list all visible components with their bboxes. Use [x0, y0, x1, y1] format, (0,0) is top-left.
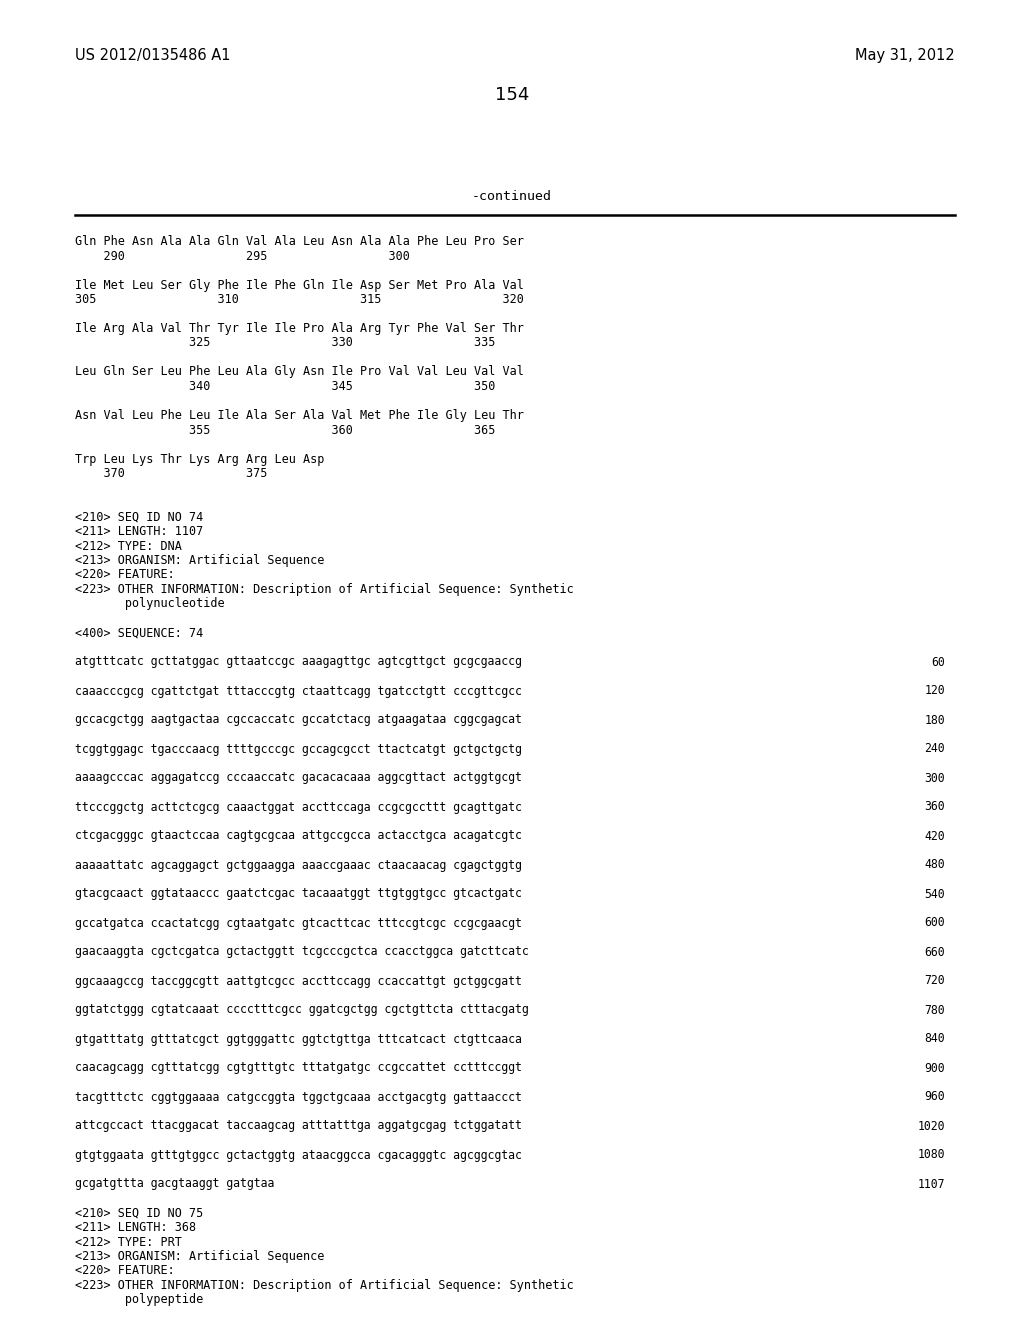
Text: 720: 720 — [925, 974, 945, 987]
Text: <212> TYPE: PRT: <212> TYPE: PRT — [75, 1236, 182, 1249]
Text: gccatgatca ccactatcgg cgtaatgatc gtcacttcac tttccgtcgc ccgcgaacgt: gccatgatca ccactatcgg cgtaatgatc gtcactt… — [75, 916, 522, 929]
Text: 300: 300 — [925, 771, 945, 784]
Text: <213> ORGANISM: Artificial Sequence: <213> ORGANISM: Artificial Sequence — [75, 554, 325, 568]
Text: 900: 900 — [925, 1061, 945, 1074]
Text: 290                 295                 300: 290 295 300 — [75, 249, 410, 263]
Text: <210> SEQ ID NO 74: <210> SEQ ID NO 74 — [75, 511, 203, 524]
Text: 1080: 1080 — [918, 1148, 945, 1162]
Text: 360: 360 — [925, 800, 945, 813]
Text: 305                 310                 315                 320: 305 310 315 320 — [75, 293, 524, 306]
Text: atgtttcatc gcttatggac gttaatccgc aaagagttgc agtcgttgct gcgcgaaccg: atgtttcatc gcttatggac gttaatccgc aaagagt… — [75, 656, 522, 668]
Text: 960: 960 — [925, 1090, 945, 1104]
Text: 180: 180 — [925, 714, 945, 726]
Text: 154: 154 — [495, 86, 529, 104]
Text: <211> LENGTH: 1107: <211> LENGTH: 1107 — [75, 525, 203, 539]
Text: gccacgctgg aagtgactaa cgccaccatc gccatctacg atgaagataa cggcgagcat: gccacgctgg aagtgactaa cgccaccatc gccatct… — [75, 714, 522, 726]
Text: <210> SEQ ID NO 75: <210> SEQ ID NO 75 — [75, 1206, 203, 1220]
Text: <211> LENGTH: 368: <211> LENGTH: 368 — [75, 1221, 197, 1234]
Text: caacagcagg cgtttatcgg cgtgtttgtc tttatgatgc ccgccattet cctttccggt: caacagcagg cgtttatcgg cgtgtttgtc tttatga… — [75, 1061, 522, 1074]
Text: <212> TYPE: DNA: <212> TYPE: DNA — [75, 540, 182, 553]
Text: May 31, 2012: May 31, 2012 — [855, 48, 955, 63]
Text: Asn Val Leu Phe Leu Ile Ala Ser Ala Val Met Phe Ile Gly Leu Thr: Asn Val Leu Phe Leu Ile Ala Ser Ala Val … — [75, 409, 524, 422]
Text: gaacaaggta cgctcgatca gctactggtt tcgcccgctca ccacctggca gatcttcatc: gaacaaggta cgctcgatca gctactggtt tcgcccg… — [75, 945, 528, 958]
Text: gtacgcaact ggtataaccc gaatctcgac tacaaatggt ttgtggtgcc gtcactgatc: gtacgcaact ggtataaccc gaatctcgac tacaaat… — [75, 887, 522, 900]
Text: 840: 840 — [925, 1032, 945, 1045]
Text: <213> ORGANISM: Artificial Sequence: <213> ORGANISM: Artificial Sequence — [75, 1250, 325, 1263]
Text: US 2012/0135486 A1: US 2012/0135486 A1 — [75, 48, 230, 63]
Text: 370                 375: 370 375 — [75, 467, 267, 480]
Text: Leu Gln Ser Leu Phe Leu Ala Gly Asn Ile Pro Val Val Leu Val Val: Leu Gln Ser Leu Phe Leu Ala Gly Asn Ile … — [75, 366, 524, 379]
Text: gtgtggaata gtttgtggcc gctactggtg ataacggcca cgacagggtc agcggcgtac: gtgtggaata gtttgtggcc gctactggtg ataacgg… — [75, 1148, 522, 1162]
Text: 325                 330                 335: 325 330 335 — [75, 337, 496, 350]
Text: caaacccgcg cgattctgat tttacccgtg ctaattcagg tgatcctgtt cccgttcgcc: caaacccgcg cgattctgat tttacccgtg ctaattc… — [75, 685, 522, 697]
Text: <223> OTHER INFORMATION: Description of Artificial Sequence: Synthetic: <223> OTHER INFORMATION: Description of … — [75, 583, 573, 597]
Text: <220> FEATURE:: <220> FEATURE: — [75, 1265, 175, 1278]
Text: 340                 345                 350: 340 345 350 — [75, 380, 496, 393]
Text: <223> OTHER INFORMATION: Description of Artificial Sequence: Synthetic: <223> OTHER INFORMATION: Description of … — [75, 1279, 573, 1292]
Text: Ile Met Leu Ser Gly Phe Ile Phe Gln Ile Asp Ser Met Pro Ala Val: Ile Met Leu Ser Gly Phe Ile Phe Gln Ile … — [75, 279, 524, 292]
Text: ctcgacgggc gtaactccaa cagtgcgcaa attgccgcca actacctgca acagatcgtc: ctcgacgggc gtaactccaa cagtgcgcaa attgccg… — [75, 829, 522, 842]
Text: tacgtttctc cggtggaaaa catgccggta tggctgcaaa acctgacgtg gattaaccct: tacgtttctc cggtggaaaa catgccggta tggctgc… — [75, 1090, 522, 1104]
Text: 1020: 1020 — [918, 1119, 945, 1133]
Text: Gln Phe Asn Ala Ala Gln Val Ala Leu Asn Ala Ala Phe Leu Pro Ser: Gln Phe Asn Ala Ala Gln Val Ala Leu Asn … — [75, 235, 524, 248]
Text: 480: 480 — [925, 858, 945, 871]
Text: aaaaattatc agcaggagct gctggaagga aaaccgaaac ctaacaacag cgagctggtg: aaaaattatc agcaggagct gctggaagga aaaccga… — [75, 858, 522, 871]
Text: polypeptide: polypeptide — [75, 1294, 203, 1307]
Text: 240: 240 — [925, 742, 945, 755]
Text: attcgccact ttacggacat taccaagcag atttatttga aggatgcgag tctggatatt: attcgccact ttacggacat taccaagcag atttatt… — [75, 1119, 522, 1133]
Text: 1107: 1107 — [918, 1177, 945, 1191]
Text: aaaagcccac aggagatccg cccaaccatc gacacacaaa aggcgttact actggtgcgt: aaaagcccac aggagatccg cccaaccatc gacacac… — [75, 771, 522, 784]
Text: ggtatctggg cgtatcaaat cccctttcgcc ggatcgctgg cgctgttcta ctttacgatg: ggtatctggg cgtatcaaat cccctttcgcc ggatcg… — [75, 1003, 528, 1016]
Text: polynucleotide: polynucleotide — [75, 598, 224, 610]
Text: 540: 540 — [925, 887, 945, 900]
Text: gcgatgttta gacgtaaggt gatgtaa: gcgatgttta gacgtaaggt gatgtaa — [75, 1177, 274, 1191]
Text: Trp Leu Lys Thr Lys Arg Arg Leu Asp: Trp Leu Lys Thr Lys Arg Arg Leu Asp — [75, 453, 325, 466]
Text: 780: 780 — [925, 1003, 945, 1016]
Text: 60: 60 — [931, 656, 945, 668]
Text: 420: 420 — [925, 829, 945, 842]
Text: 600: 600 — [925, 916, 945, 929]
Text: ggcaaagccg taccggcgtt aattgtcgcc accttccagg ccaccattgt gctggcgatt: ggcaaagccg taccggcgtt aattgtcgcc accttcc… — [75, 974, 522, 987]
Text: tcggtggagc tgacccaacg ttttgcccgc gccagcgcct ttactcatgt gctgctgctg: tcggtggagc tgacccaacg ttttgcccgc gccagcg… — [75, 742, 522, 755]
Text: 355                 360                 365: 355 360 365 — [75, 424, 496, 437]
Text: ttcccggctg acttctcgcg caaactggat accttccaga ccgcgccttt gcagttgatc: ttcccggctg acttctcgcg caaactggat accttcc… — [75, 800, 522, 813]
Text: -continued: -continued — [472, 190, 552, 203]
Text: <400> SEQUENCE: 74: <400> SEQUENCE: 74 — [75, 627, 203, 639]
Text: <220> FEATURE:: <220> FEATURE: — [75, 569, 175, 582]
Text: 660: 660 — [925, 945, 945, 958]
Text: 120: 120 — [925, 685, 945, 697]
Text: gtgatttatg gtttatcgct ggtgggattc ggtctgttga tttcatcact ctgttcaaca: gtgatttatg gtttatcgct ggtgggattc ggtctgt… — [75, 1032, 522, 1045]
Text: Ile Arg Ala Val Thr Tyr Ile Ile Pro Ala Arg Tyr Phe Val Ser Thr: Ile Arg Ala Val Thr Tyr Ile Ile Pro Ala … — [75, 322, 524, 335]
